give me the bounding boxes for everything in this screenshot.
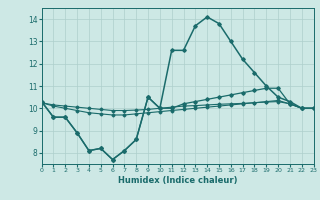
X-axis label: Humidex (Indice chaleur): Humidex (Indice chaleur) bbox=[118, 176, 237, 185]
